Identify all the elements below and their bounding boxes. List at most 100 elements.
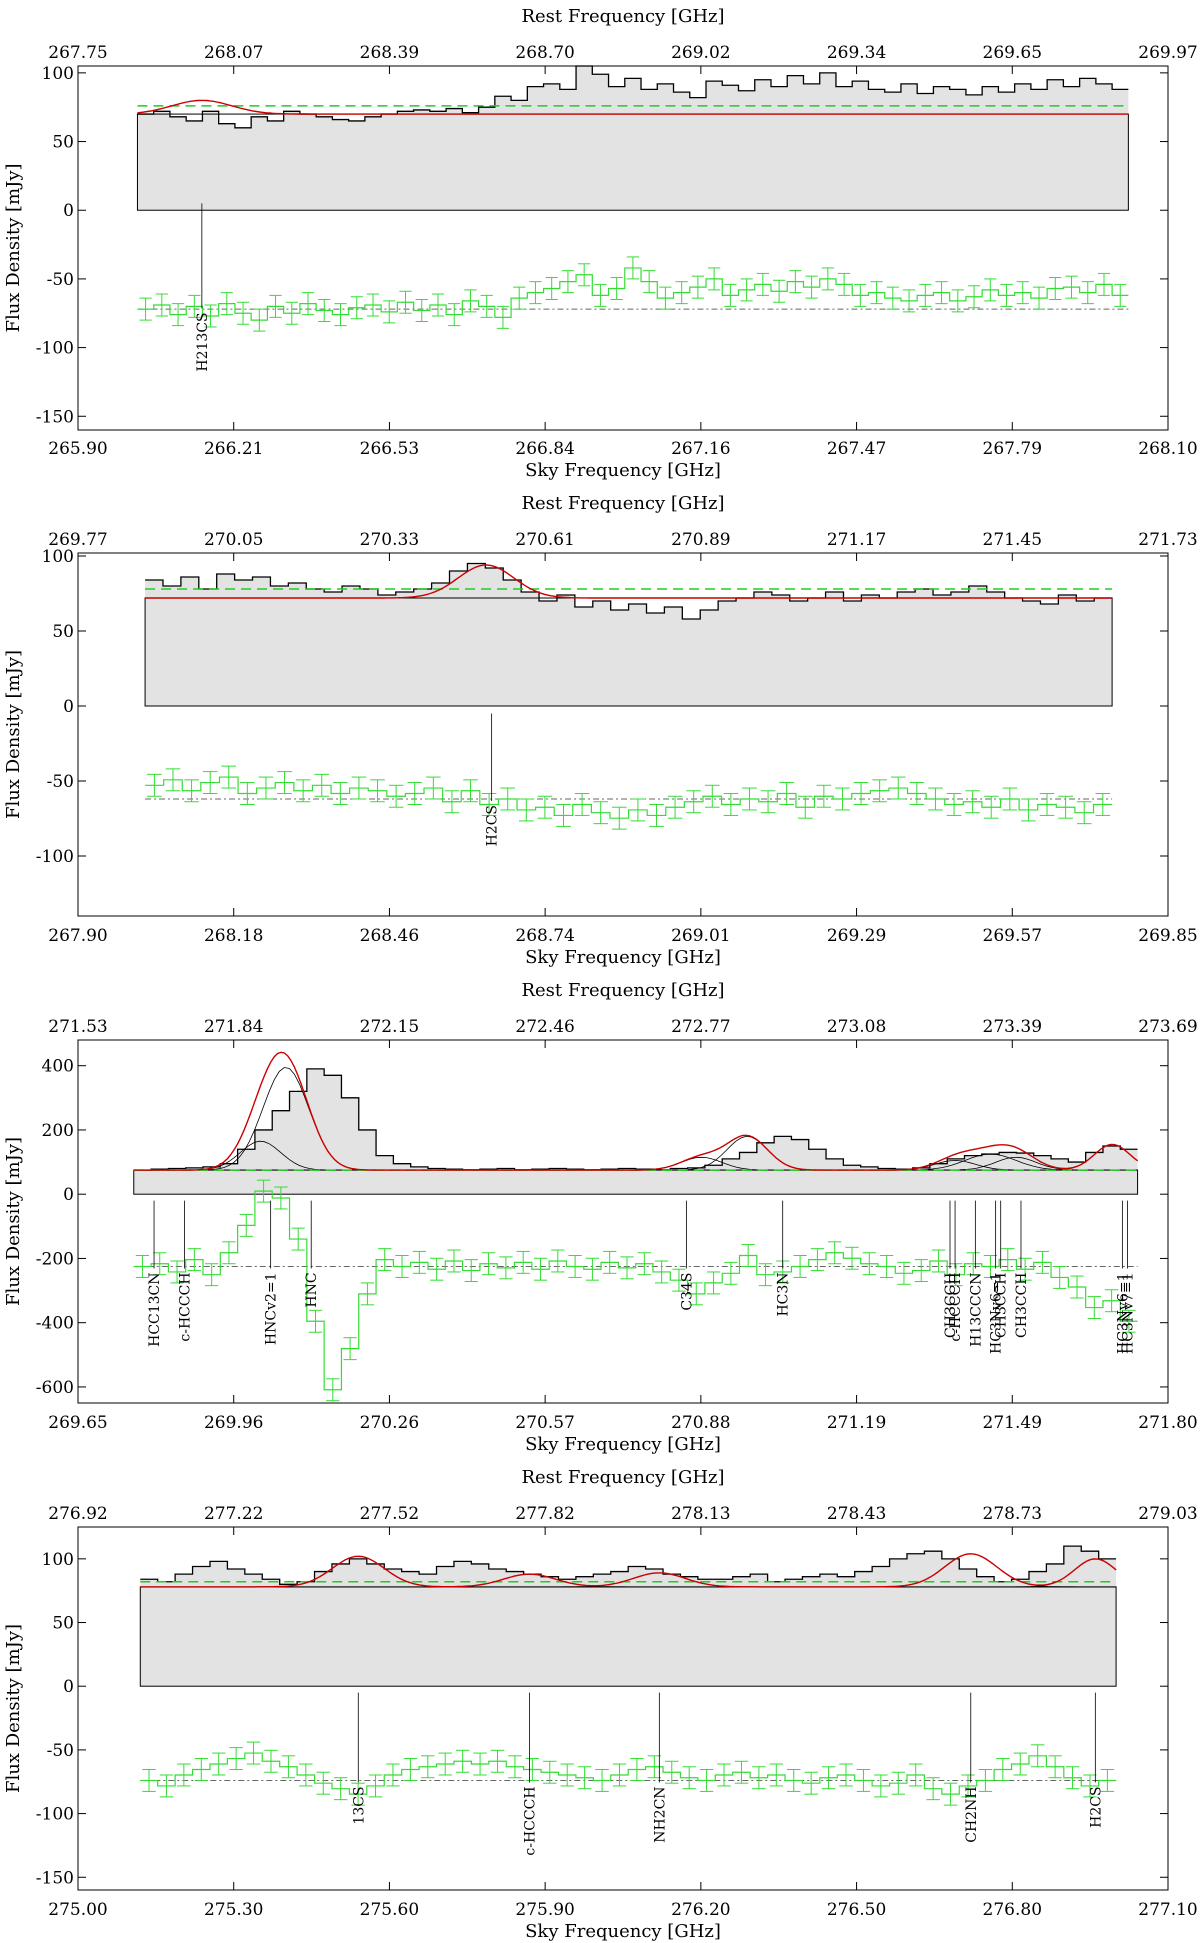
line-label-13: HC3Nv6=1: [1115, 1272, 1131, 1354]
y-tick-label: -50: [47, 270, 74, 290]
bottom-tick-label: 277.10: [1138, 1900, 1197, 1920]
top-tick-label: 271.73: [1138, 530, 1197, 550]
bottom-tick-label: 269.96: [204, 1413, 263, 1433]
y-tick-label: 0: [63, 201, 74, 221]
top-tick-label: 267.75: [48, 43, 107, 63]
line-label-11: CH3CCH: [994, 1272, 1010, 1337]
bottom-tick-label: 270.88: [671, 1413, 730, 1433]
top-axis-title: Rest Frequency [GHz]: [521, 493, 724, 514]
top-tick-label: 268.07: [204, 43, 263, 63]
spectrum-fill: [145, 563, 1113, 706]
residual-histogram: [137, 267, 1129, 321]
line-label-12: CH3CCH: [1014, 1272, 1030, 1337]
top-tick-label: 273.69: [1138, 1017, 1197, 1037]
line-label-5: H2CS: [1088, 1786, 1104, 1827]
bottom-tick-label: 268.74: [515, 926, 574, 946]
bottom-tick-label: 268.18: [204, 926, 263, 946]
bottom-tick-label: 266.84: [515, 439, 574, 459]
top-tick-label: 270.05: [204, 530, 263, 550]
plot-frame: [77, 1526, 1169, 1891]
total-fit: [133, 1051, 1139, 1171]
chart-panel-2: H2CS 267.90 268.18 268.46 268.74 269.01 269.29…: [3, 493, 1198, 968]
total-fit: [140, 1553, 1117, 1588]
top-tick-label: 268.39: [360, 43, 419, 63]
y-tick-label: 100: [42, 1550, 74, 1570]
y-tick-label: 0: [63, 1677, 74, 1697]
y-axis-title: Flux Density [mJy]: [3, 163, 24, 332]
bottom-tick-label: 267.79: [983, 439, 1042, 459]
y-tick-label: 100: [42, 547, 74, 567]
line-label-8: c-HCCCH: [948, 1272, 964, 1341]
total-fit: [145, 564, 1113, 599]
top-axis-title: Rest Frequency [GHz]: [521, 980, 724, 1001]
top-tick-label: 270.33: [360, 530, 419, 550]
bottom-tick-label: 275.90: [515, 1900, 574, 1920]
spectrum-fill: [137, 66, 1129, 211]
bottom-tick-label: 269.01: [671, 926, 730, 946]
top-tick-label: 276.92: [48, 1504, 107, 1524]
y-tick-label: 50: [52, 622, 74, 642]
bottom-tick-label: 276.20: [671, 1900, 730, 1920]
top-tick-label: 271.17: [827, 530, 886, 550]
top-tick-label: 277.52: [360, 1504, 419, 1524]
y-tick-label: -100: [36, 339, 74, 359]
top-tick-label: 271.53: [48, 1017, 107, 1037]
bottom-tick-label: 276.50: [827, 1900, 886, 1920]
bottom-tick-label: 270.57: [515, 1413, 574, 1433]
top-tick-label: 270.61: [515, 530, 574, 550]
bottom-tick-label: 268.46: [360, 926, 419, 946]
residual-histogram: [133, 1190, 1138, 1391]
y-tick-label: -100: [36, 1805, 74, 1825]
top-tick-label: 269.02: [671, 43, 730, 63]
line-label-6: HC3N: [776, 1272, 792, 1316]
y-tick-label: 50: [52, 1614, 74, 1634]
y-tick-label: -100: [36, 847, 74, 867]
line-label-2: c-HCCCH: [177, 1272, 193, 1341]
y-axis-title: Flux Density [mJy]: [3, 1137, 24, 1306]
spectrum-histogram: [133, 1068, 1138, 1171]
plot-frame: [77, 65, 1169, 431]
y-tick-label: 0: [63, 1185, 74, 1205]
bottom-tick-label: 269.85: [1138, 926, 1197, 946]
total-fit: [137, 99, 1129, 115]
bottom-tick-label: 275.30: [204, 1900, 263, 1920]
line-label-1: H2CS: [485, 805, 501, 846]
bottom-tick-label: 276.80: [983, 1900, 1042, 1920]
top-axis-title: Rest Frequency [GHz]: [521, 6, 724, 27]
bottom-tick-label: 271.49: [983, 1413, 1042, 1433]
top-tick-label: 269.77: [48, 530, 107, 550]
x-axis-title: Sky Frequency [GHz]: [525, 1434, 721, 1455]
bottom-tick-label: 269.57: [983, 926, 1042, 946]
line-label-5: C34S: [679, 1272, 695, 1310]
line-label-10: HC3Nv6=1: [989, 1272, 1005, 1354]
top-tick-label: 269.97: [1138, 43, 1197, 63]
top-tick-label: 272.77: [671, 1017, 730, 1037]
y-tick-label: -150: [36, 407, 74, 427]
y-tick-label: -50: [47, 1741, 74, 1761]
top-tick-label: 278.13: [671, 1504, 730, 1524]
top-tick-label: 278.73: [983, 1504, 1042, 1524]
line-label-4: HNC: [304, 1272, 320, 1307]
line-label-9: H13CCCN: [968, 1272, 984, 1346]
top-tick-label: 278.43: [827, 1504, 886, 1524]
top-tick-label: 273.39: [983, 1017, 1042, 1037]
chart-panel-1: H213CS 265.90 266.21 266.53 266.84 267.16 267.…: [3, 6, 1198, 481]
plot-frame: [77, 1039, 1169, 1404]
bottom-tick-label: 268.10: [1138, 439, 1197, 459]
top-tick-label: 272.46: [515, 1017, 574, 1037]
bottom-tick-label: 275.60: [360, 1900, 419, 1920]
y-tick-label: -50: [47, 772, 74, 792]
y-tick-label: 100: [42, 64, 74, 84]
top-tick-label: 270.89: [671, 530, 730, 550]
spectrum-fill: [133, 1068, 1138, 1195]
residual-histogram: [145, 776, 1113, 819]
line-label-2: c-HCCCH: [523, 1786, 539, 1855]
bottom-tick-label: 270.26: [360, 1413, 419, 1433]
x-axis-title: Sky Frequency [GHz]: [525, 947, 721, 968]
bottom-tick-label: 271.19: [827, 1413, 886, 1433]
y-axis-title: Flux Density [mJy]: [3, 650, 24, 819]
x-axis-title: Sky Frequency [GHz]: [525, 460, 721, 481]
top-axis-title: Rest Frequency [GHz]: [521, 1467, 724, 1488]
y-tick-label: 50: [52, 133, 74, 153]
bottom-tick-label: 265.90: [48, 439, 107, 459]
